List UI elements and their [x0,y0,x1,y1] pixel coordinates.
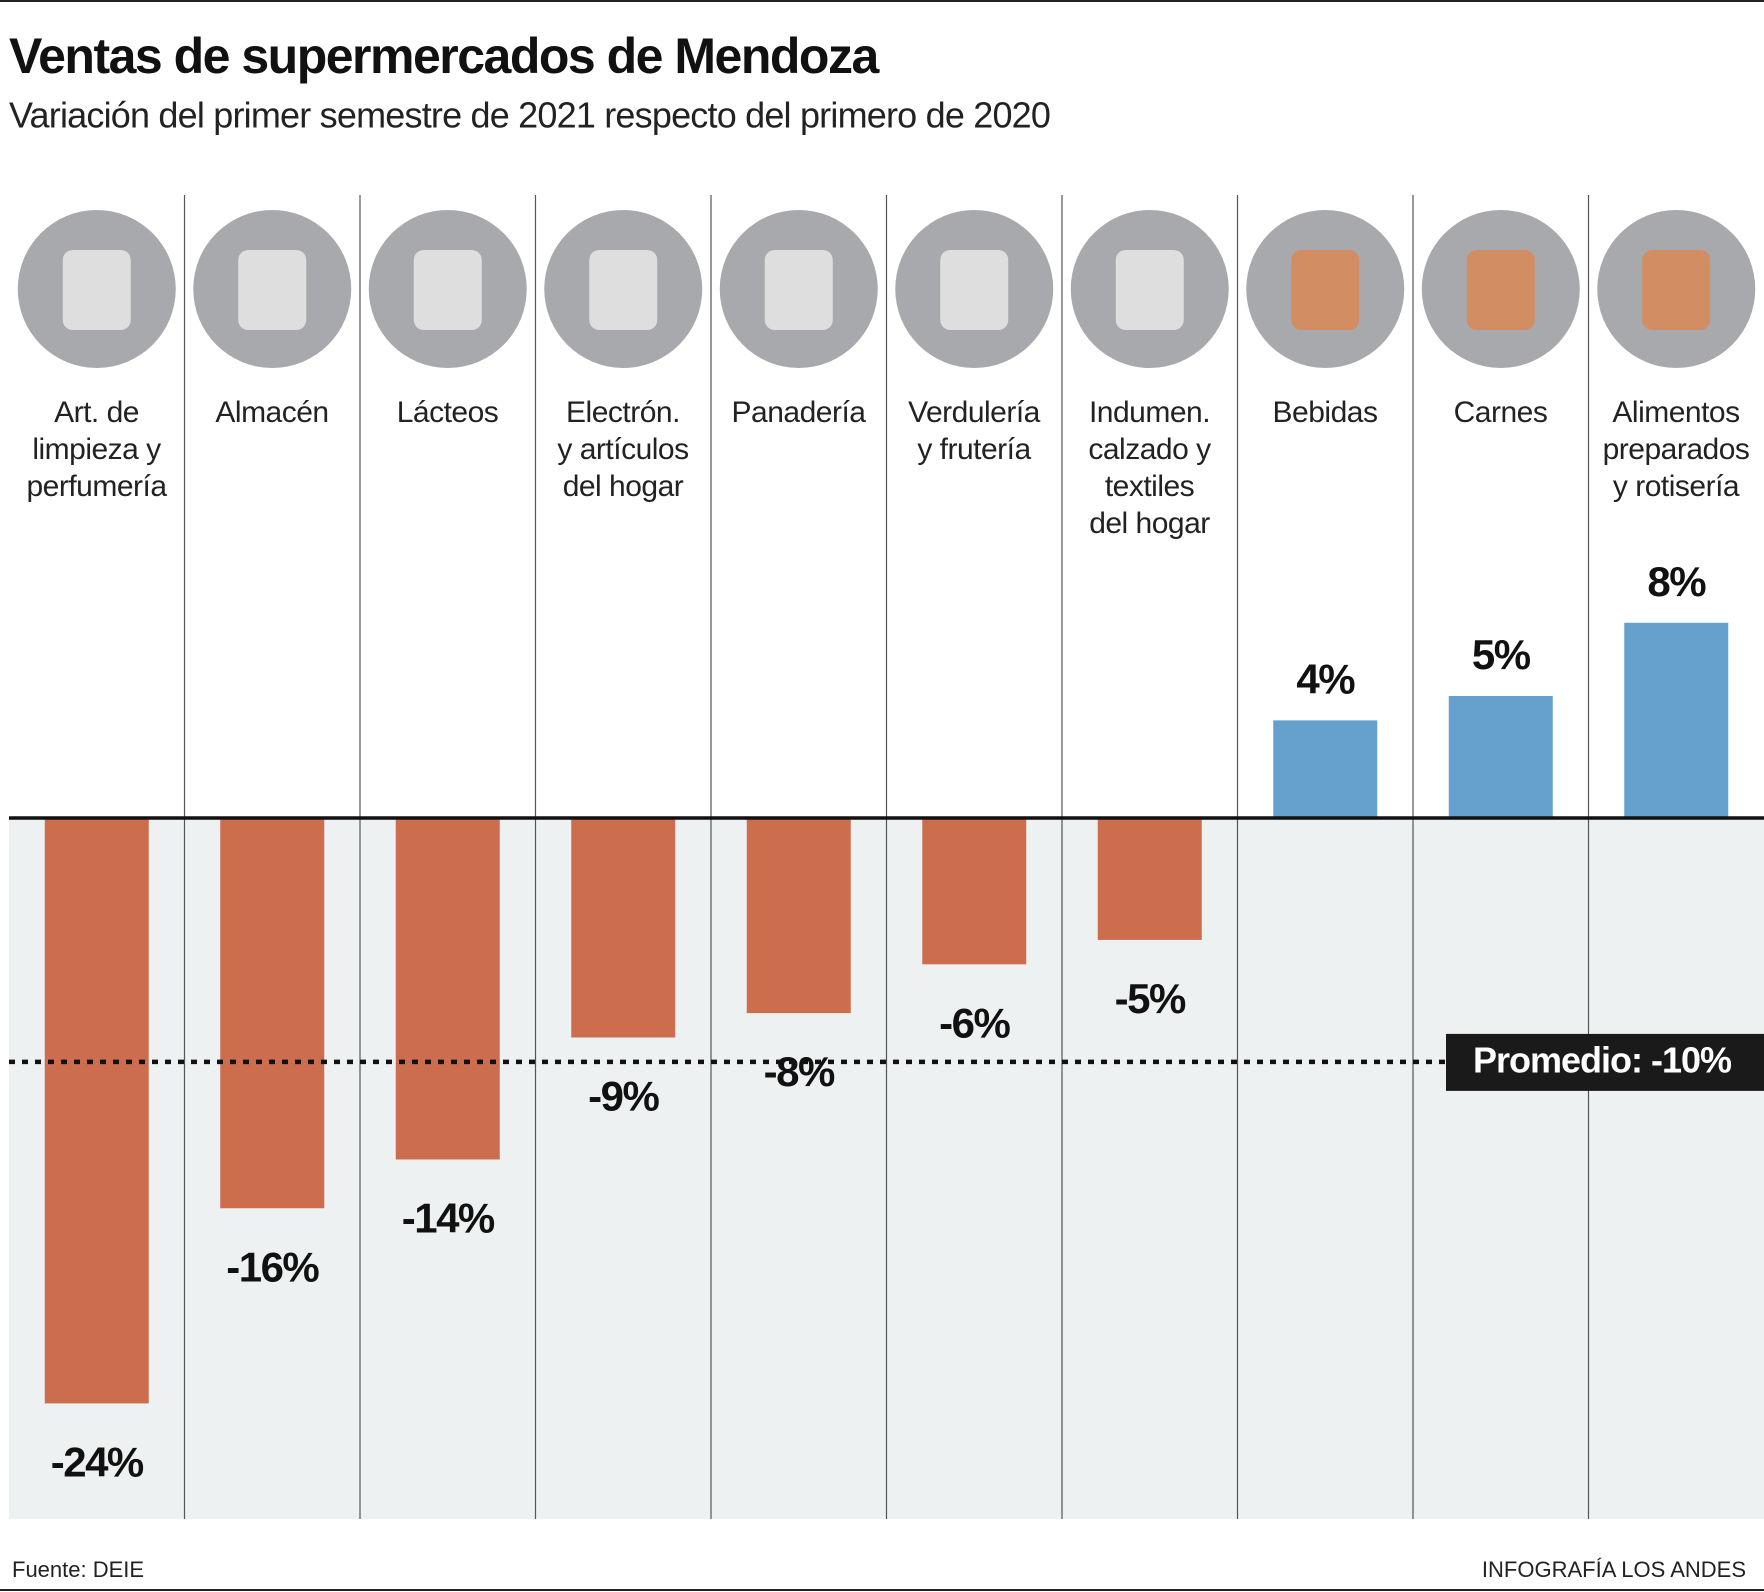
value-label: -8% [764,1048,835,1095]
category-label: Electrón. y artículos del hogar [557,396,689,503]
bar [1448,695,1553,818]
icon-shape [764,250,833,330]
icon-shape [1115,250,1184,330]
value-label: -6% [939,999,1010,1046]
bar [220,817,325,1209]
icon-shape [1466,250,1535,330]
bar [44,817,149,1404]
bar [1097,817,1202,940]
value-label: 8% [1647,558,1706,605]
icon-shape [940,250,1009,330]
value-label: -9% [588,1073,659,1120]
average-label: Promedio: -10% [1473,1039,1732,1080]
icon-shape [413,250,482,330]
value-label: 4% [1296,655,1355,702]
value-label: 5% [1472,631,1531,678]
value-label: -14% [402,1195,495,1242]
chart-title: Ventas de supermercados de Mendoza [9,28,880,84]
source: Fuente: DEIE [12,1557,144,1582]
bar [571,817,676,1038]
category-label: Alimentos preparados y rotisería [1602,396,1750,503]
chart-subtitle: Variación del primer semestre de 2021 re… [9,95,1050,136]
bar [1273,720,1378,818]
value-label: -5% [1115,975,1186,1022]
icon-shape [238,250,307,330]
category-label: Bebidas [1272,396,1378,429]
bar [746,817,851,1014]
bar [395,817,500,1160]
bar [922,817,1027,965]
credit: INFOGRAFÍA LOS ANDES [1482,1557,1746,1582]
value-label: -16% [226,1243,319,1290]
icon-shape [1642,250,1711,330]
category-label: Carnes [1453,396,1548,429]
category-label: Lácteos [396,396,499,429]
category-label: Panadería [731,396,866,429]
category-label: Art. de limpieza y perfumería [26,396,167,503]
bar [1624,622,1729,818]
icon-shape [62,250,131,330]
category-label: Almacén [215,396,329,429]
value-label: -24% [51,1439,144,1486]
average-box [1446,1033,1764,1091]
category-label: Verdulería y frutería [908,396,1040,466]
icon-shape [589,250,658,330]
icon-shape [1291,250,1360,330]
category-label: Indumen. calzado y textiles del hogar [1088,396,1211,540]
